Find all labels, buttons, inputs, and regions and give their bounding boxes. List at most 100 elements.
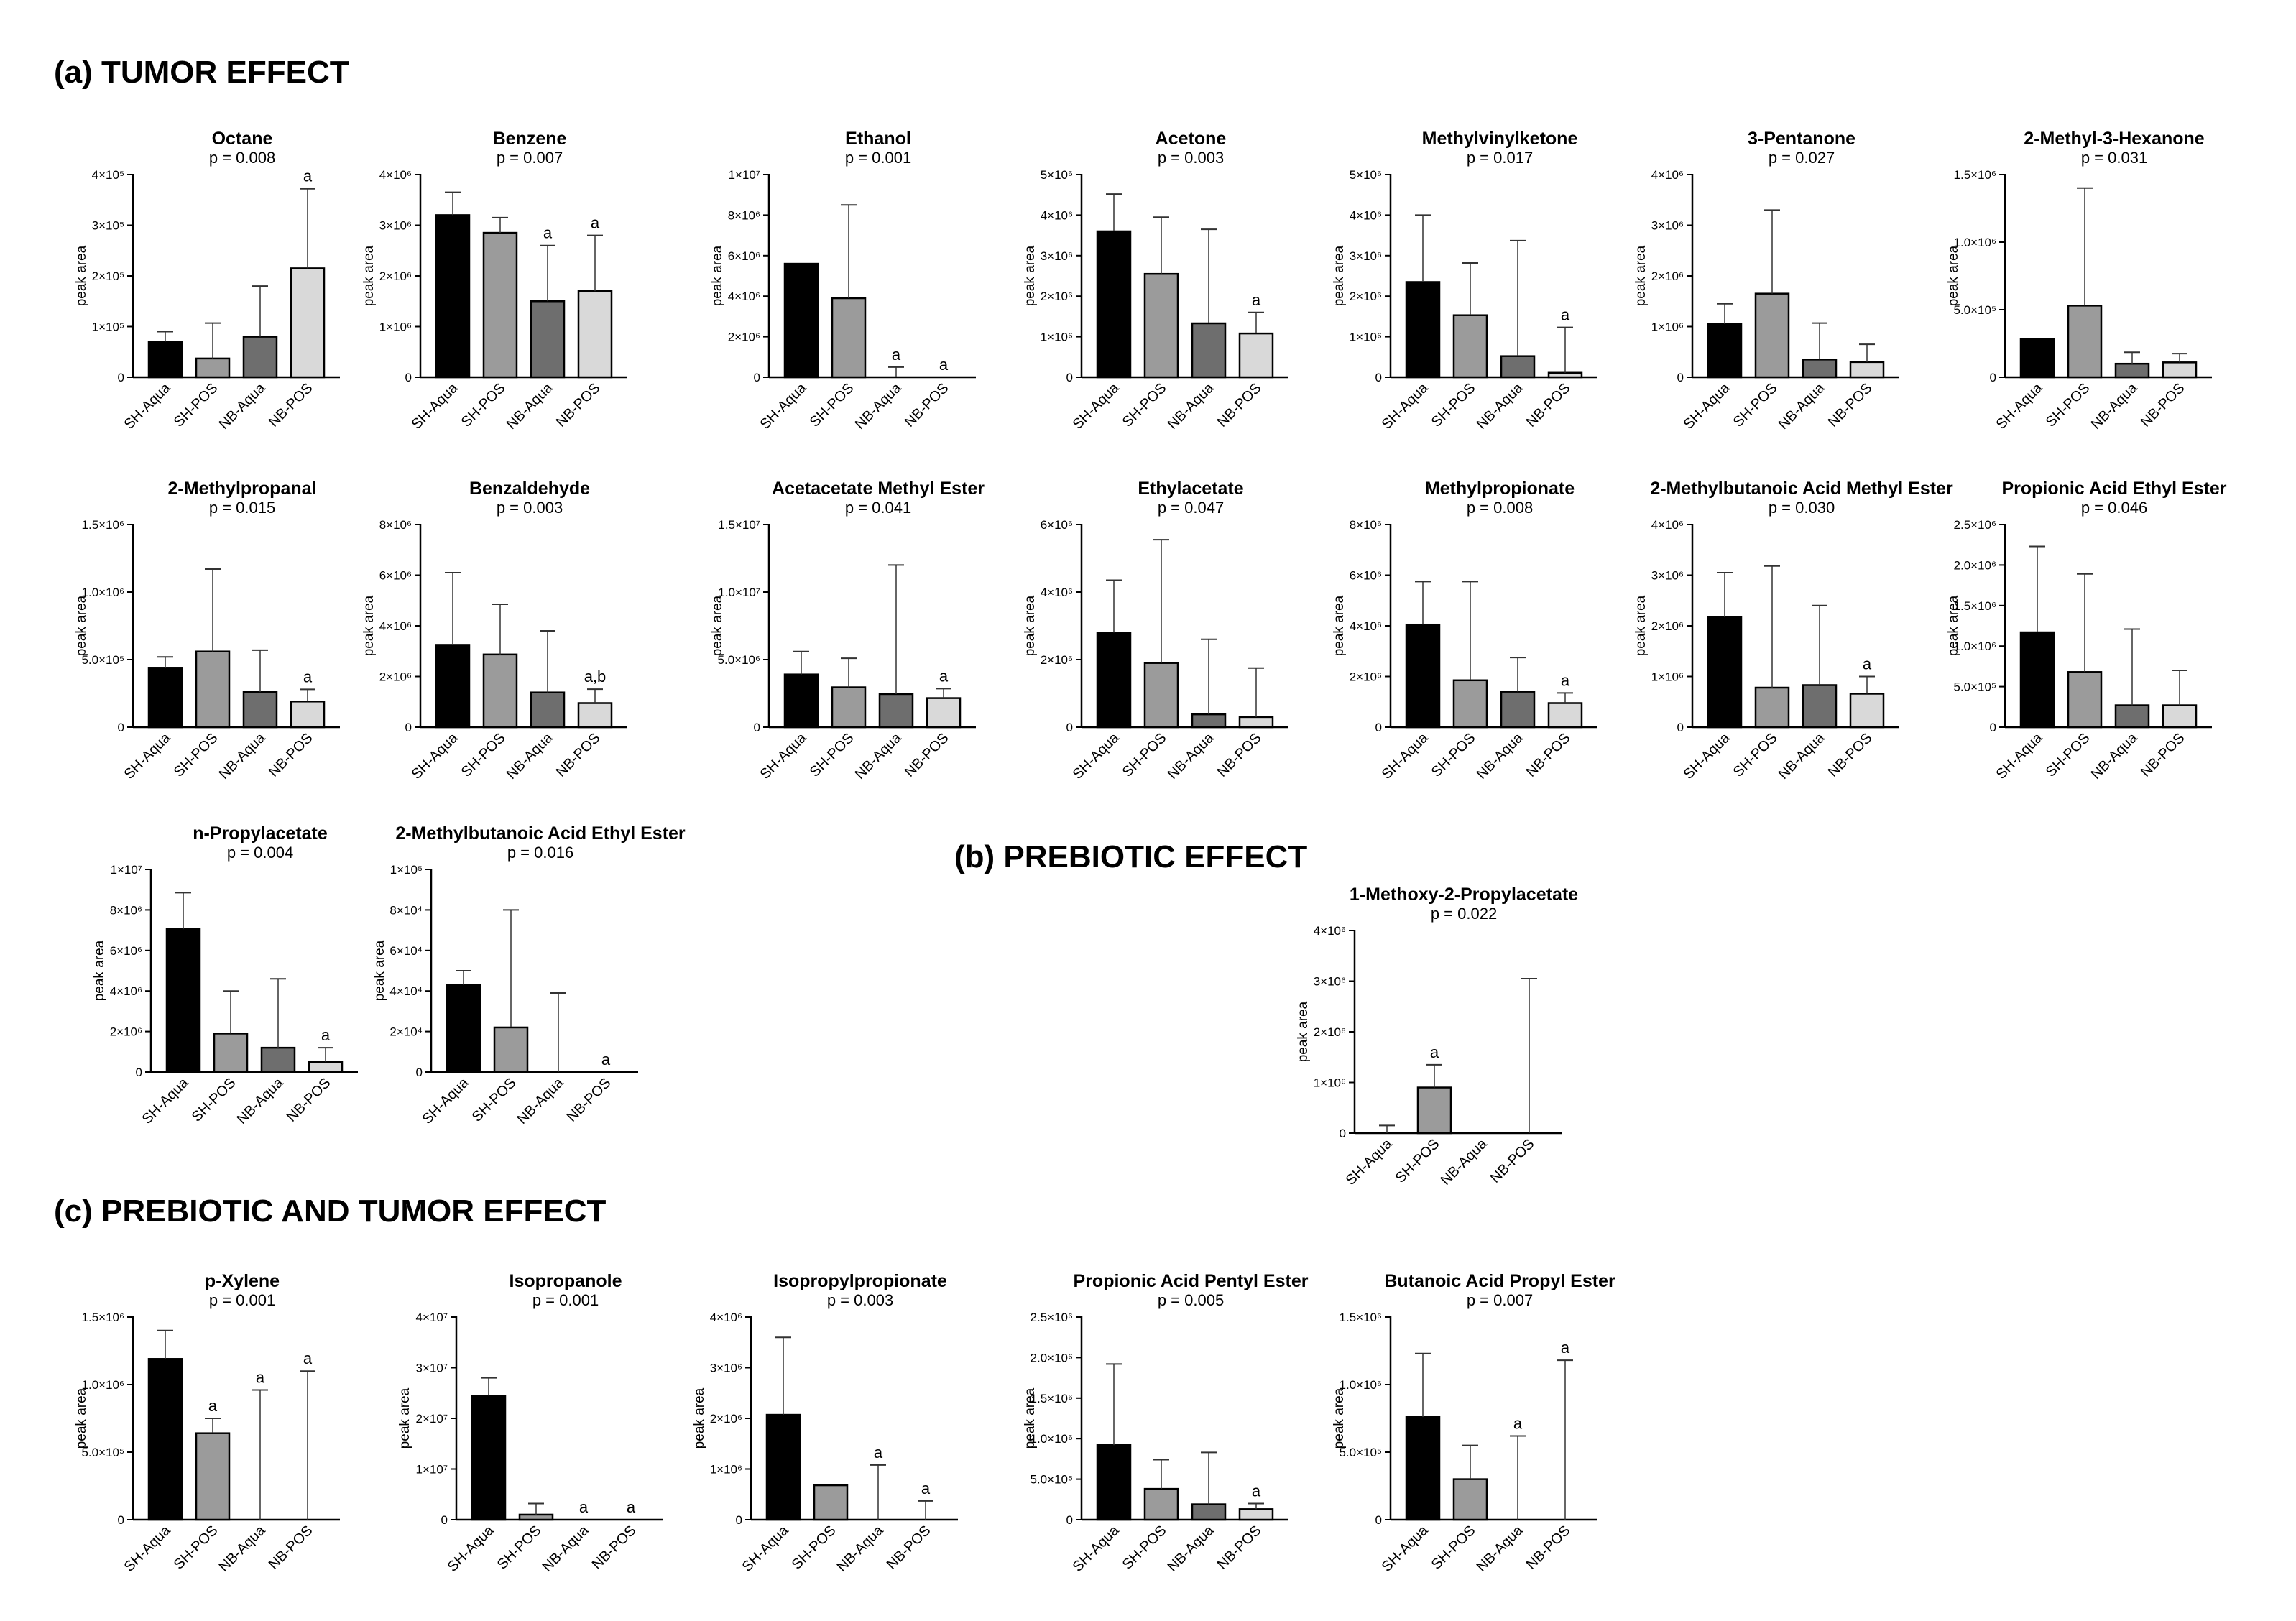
category-label: NB-POS [1825, 730, 1876, 780]
y-tick-label: 6×10⁶ [1041, 518, 1073, 532]
y-tick-label: 4×10⁴ [389, 984, 423, 998]
category-label: NB-Aqua [1165, 729, 1218, 782]
category-label: SH-Aqua [139, 1074, 193, 1127]
bar [290, 267, 326, 379]
significance-letter: a [1863, 655, 1872, 673]
category-label: NB-Aqua [834, 1522, 887, 1575]
y-tick-label: 0 [1375, 721, 1382, 734]
p-value: p = 0.003 [827, 1291, 893, 1309]
y-tick-label: 0 [1677, 721, 1684, 734]
bar [1191, 1503, 1227, 1521]
y-tick-label: 2×10⁶ [1651, 269, 1684, 283]
bar [765, 1413, 801, 1521]
category-label: SH-Aqua [409, 729, 462, 782]
p-value: p = 0.007 [1467, 1291, 1533, 1309]
bar [1707, 323, 1743, 379]
y-axis-label: peak area [1332, 245, 1347, 306]
bar [1754, 292, 1790, 379]
category-label: SH-POS [807, 380, 857, 430]
category-label: SH-Aqua [121, 379, 175, 433]
y-tick-label: 2×10⁶ [1350, 670, 1382, 684]
y-tick-label: 1×10⁷ [416, 1463, 448, 1477]
chart-title: Ethylacetate [1138, 479, 1243, 499]
y-tick-label: 4×10⁵ [92, 168, 124, 182]
bar [577, 290, 613, 379]
y-axis-label: peak area [1023, 245, 1038, 306]
y-tick-label: 4×10⁷ [416, 1311, 448, 1324]
y-axis-label: peak area [1332, 1387, 1347, 1449]
category-label: NB-POS [902, 380, 952, 430]
section-b-title: (b) PREBIOTIC EFFECT [954, 839, 1308, 874]
bar [2067, 671, 2103, 729]
bar [260, 1046, 296, 1073]
category-label: SH-POS [171, 1523, 221, 1573]
bar [1802, 684, 1838, 729]
p-value: p = 0.005 [1158, 1291, 1224, 1309]
category-label: SH-Aqua [1379, 379, 1432, 433]
y-tick-label: 4×10⁶ [710, 1311, 742, 1324]
y-tick-label: 1×10⁶ [379, 320, 412, 334]
category-label: NB-POS [564, 1075, 614, 1125]
chart-title: Propionic Acid Pentyl Ester [1074, 1271, 1309, 1291]
y-tick-label: 1.5×10⁷ [718, 518, 760, 532]
y-tick-label: 3×10⁵ [92, 219, 124, 233]
bar [435, 214, 471, 379]
category-label: NB-Aqua [504, 379, 557, 433]
p-value: p = 0.008 [1467, 499, 1533, 517]
bar [2114, 362, 2150, 379]
y-tick-label: 0 [1990, 721, 1996, 734]
bar [165, 928, 201, 1073]
category-label: NB-POS [884, 1523, 934, 1573]
chart-title: Isopropylpropionate [773, 1271, 947, 1291]
y-tick-label: 5.0×10⁵ [81, 653, 124, 667]
y-tick-label: 2×10⁵ [92, 269, 124, 283]
bar [1802, 359, 1838, 379]
significance-letter: a [1430, 1043, 1439, 1061]
y-axis-label: peak area [361, 245, 377, 306]
significance-letter: a [627, 1498, 636, 1516]
y-tick-label: 1×10⁵ [390, 863, 423, 877]
category-label: NB-Aqua [1438, 1135, 1491, 1188]
category-label: NB-Aqua [1776, 729, 1829, 782]
y-tick-label: 1.5×10⁶ [1954, 599, 1996, 613]
bar [1096, 230, 1132, 379]
significance-letter: a [591, 214, 600, 232]
bar [1096, 632, 1132, 729]
category-label: NB-POS [902, 730, 952, 780]
y-tick-label: 0 [1677, 371, 1684, 384]
category-label: NB-POS [1523, 380, 1574, 430]
y-tick-label: 1×10⁷ [111, 863, 142, 877]
bar [1849, 361, 1885, 379]
section-c-title: (c) PREBIOTIC AND TUMOR EFFECT [54, 1193, 607, 1229]
y-tick-label: 4×10⁶ [110, 984, 142, 998]
p-value: p = 0.016 [507, 844, 573, 862]
p-value: p = 0.008 [209, 149, 275, 167]
category-label: SH-POS [789, 1523, 839, 1573]
y-tick-label: 1.0×10⁶ [1954, 639, 1996, 653]
bar [2162, 704, 2198, 729]
chart-title: 2-Methylbutanoic Acid Ethyl Ester [395, 823, 686, 844]
bar [1707, 616, 1743, 729]
y-axis-label: peak area [397, 1387, 412, 1449]
y-tick-label: 0 [441, 1513, 448, 1527]
y-tick-label: 0 [1990, 371, 1996, 384]
category-label: SH-POS [1429, 730, 1479, 780]
p-value: p = 0.001 [532, 1291, 599, 1309]
category-label: SH-POS [469, 1075, 520, 1125]
bar [1452, 314, 1488, 379]
category-label: NB-Aqua [540, 1522, 593, 1575]
bar [471, 1395, 507, 1521]
bar [195, 1432, 231, 1521]
y-tick-label: 0 [754, 371, 760, 384]
bar [1191, 713, 1227, 729]
y-tick-label: 3×10⁶ [379, 219, 412, 233]
bar [1096, 1444, 1132, 1521]
significance-letter: a [208, 1397, 218, 1415]
y-tick-label: 3×10⁶ [1350, 249, 1382, 263]
category-label: SH-Aqua [1070, 1522, 1123, 1575]
bar [1849, 693, 1885, 729]
y-tick-label: 4×10⁶ [1350, 208, 1382, 222]
